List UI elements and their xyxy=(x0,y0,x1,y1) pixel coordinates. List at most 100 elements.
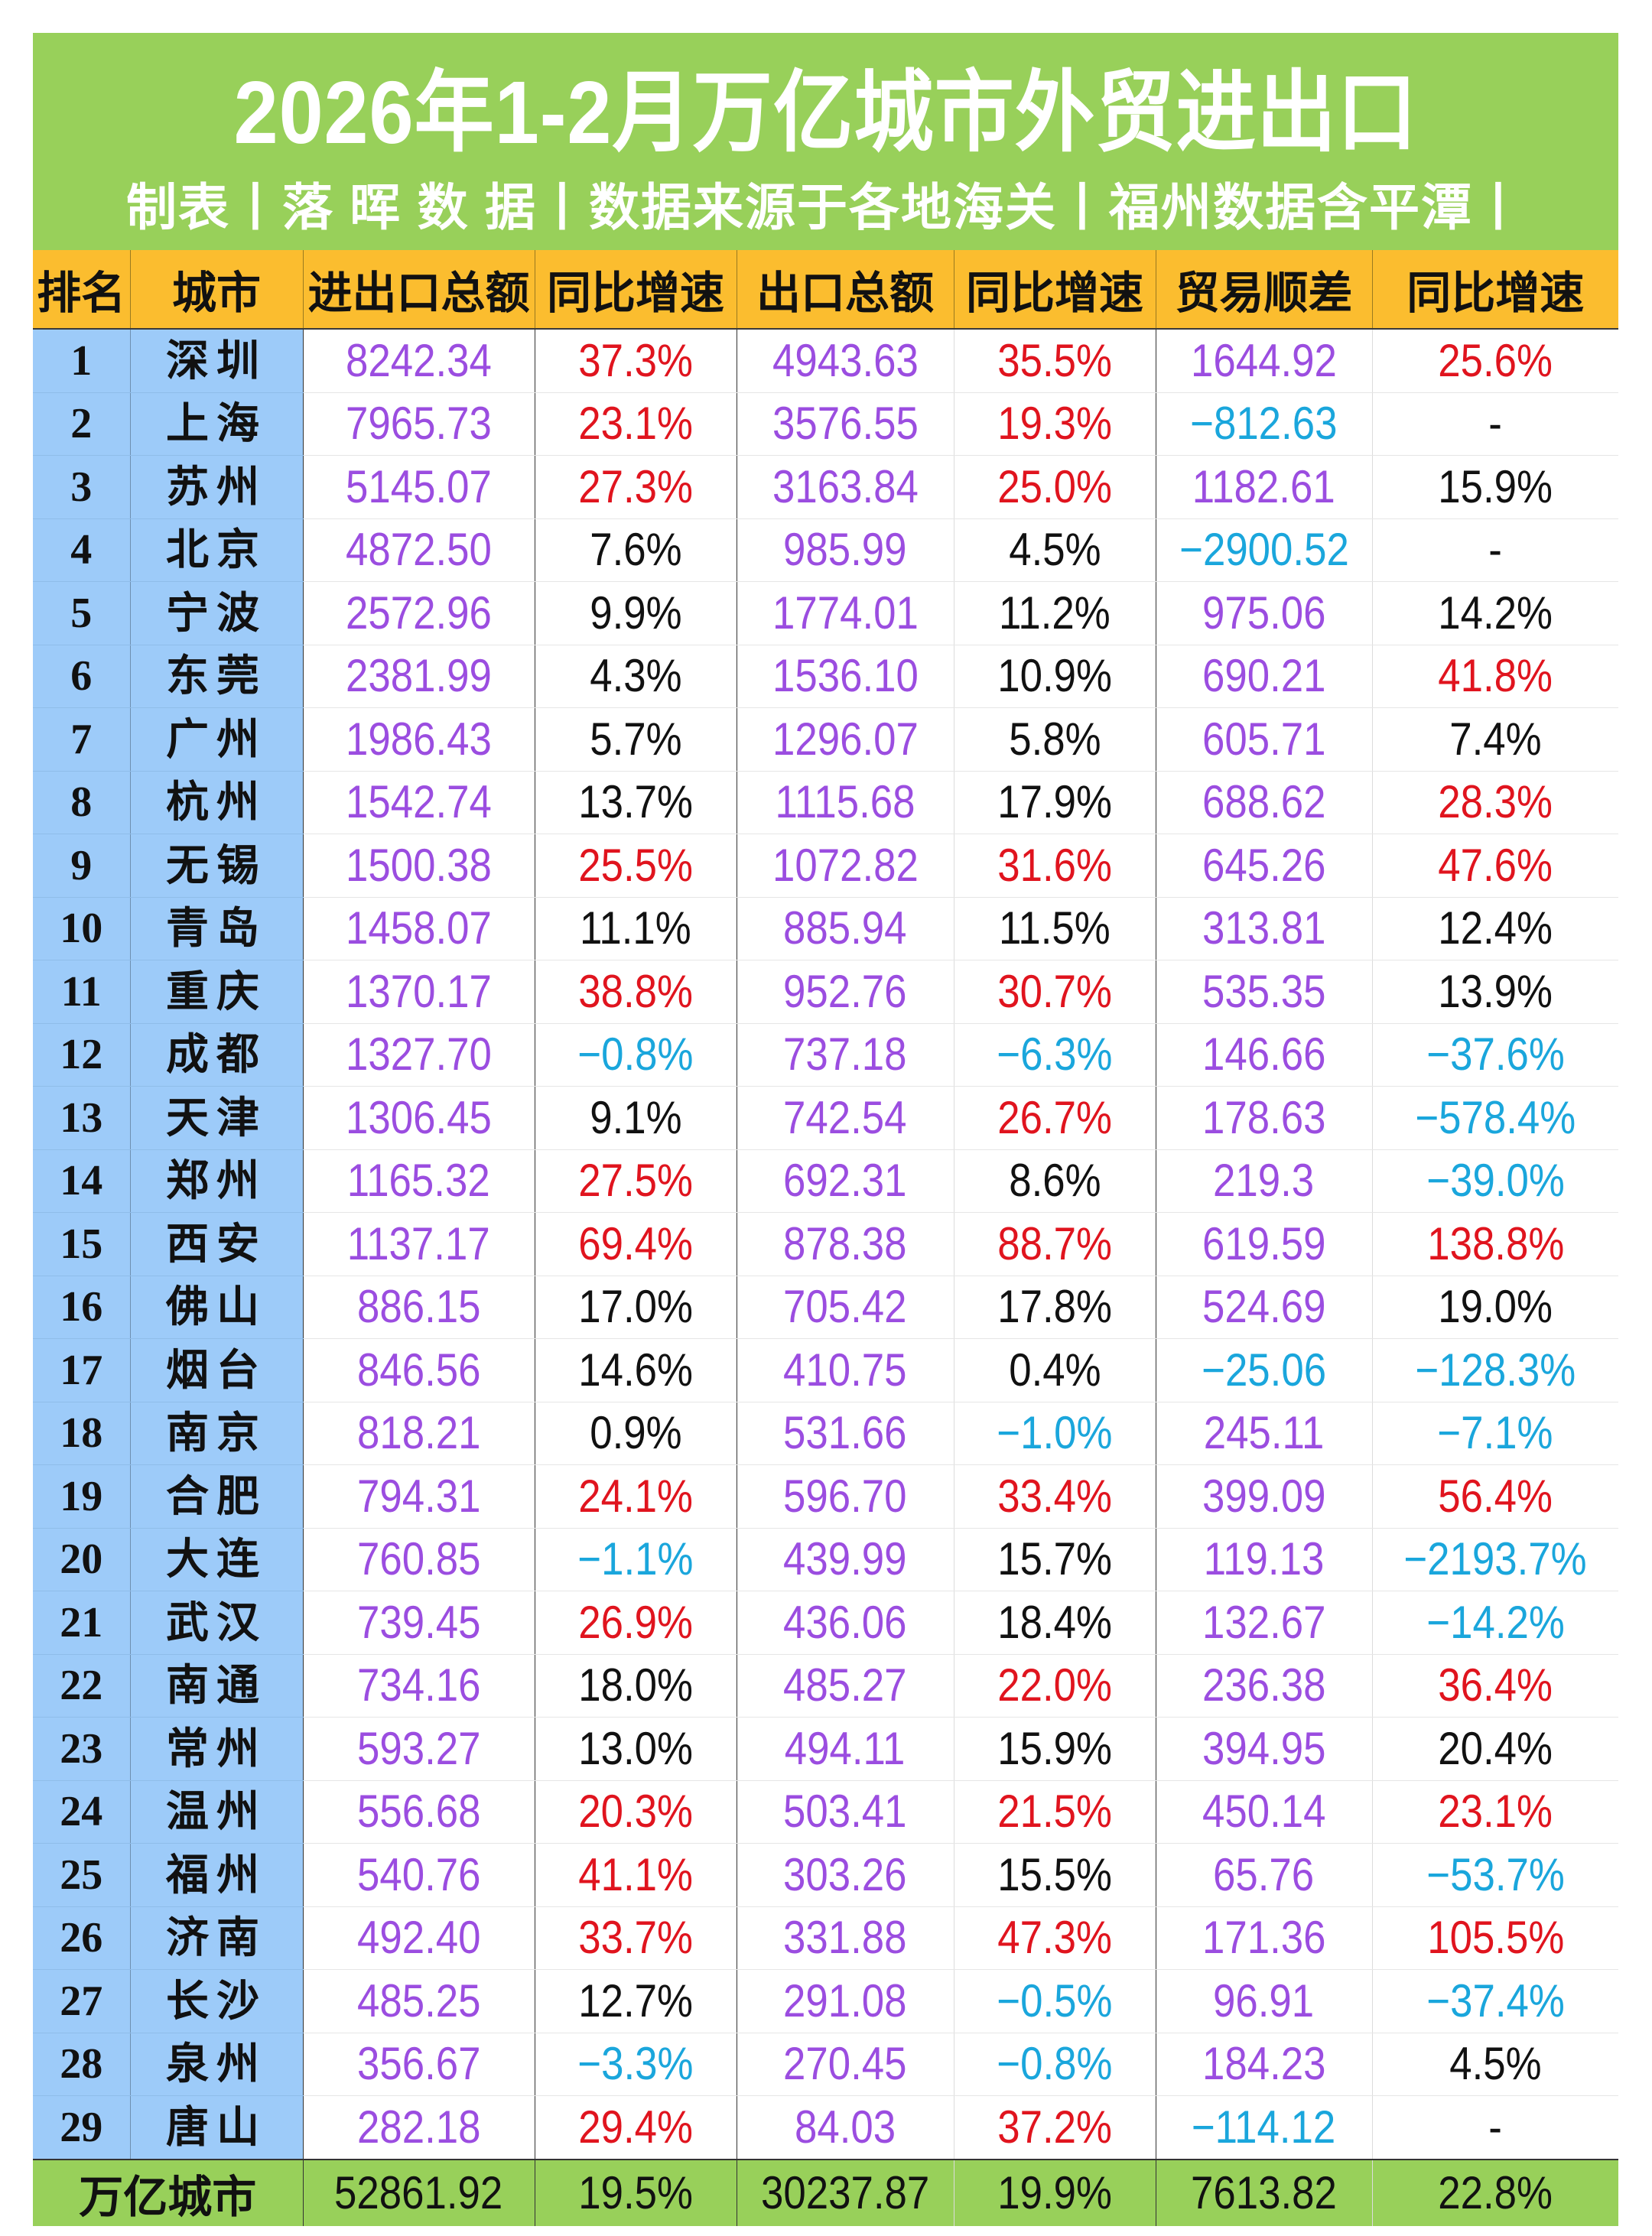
surplus-yoy-cell: −14.2% xyxy=(1371,1591,1618,1655)
export-cell: 494.11 xyxy=(736,1717,954,1781)
surplus-yoy-cell: −39.0% xyxy=(1371,1149,1618,1213)
total-trade-cell: 7965.73 xyxy=(302,392,535,456)
table-row: 28 泉州 356.67 −3.3% 270.45 −0.8% 184.23 4.5% xyxy=(33,2033,1618,2096)
col-header-city: 城市 xyxy=(129,250,303,330)
export-yoy-cell: 17.8% xyxy=(953,1276,1156,1339)
city-cell: 唐山 xyxy=(130,2095,303,2160)
total-yoy-cell: 13.0% xyxy=(534,1717,737,1781)
total-yoy-cell: 9.1% xyxy=(534,1086,737,1150)
surplus-sum: 7613.82 xyxy=(1155,2158,1372,2226)
export-cell: 742.54 xyxy=(736,1086,954,1150)
table-row: 21 武汉 739.45 26.9% 436.06 18.4% 132.67 −14.2% xyxy=(33,1591,1618,1655)
city-cell: 郑州 xyxy=(130,1149,303,1213)
header-row: 排名 城市 进出口总额 同比增速 出口总额 同比增速 贸易顺差 同比增速 xyxy=(33,250,1618,330)
export-yoy-cell: 25.0% xyxy=(953,455,1156,519)
total-yoy-cell: 26.9% xyxy=(534,1591,737,1655)
rank-cell: 7 xyxy=(33,707,131,772)
city-cell: 大连 xyxy=(130,1528,303,1591)
export-cell: 878.38 xyxy=(736,1212,954,1276)
table-row: 11 重庆 1370.17 38.8% 952.76 30.7% 535.35 13.9% xyxy=(33,960,1618,1024)
surplus-yoy-cell: 15.9% xyxy=(1371,455,1618,519)
total-trade-cell: 492.40 xyxy=(302,1906,535,1970)
total-yoy-cell: −1.1% xyxy=(534,1528,737,1591)
total-trade-cell: 1542.74 xyxy=(302,771,535,834)
export-cell: 705.42 xyxy=(736,1276,954,1339)
rank-cell: 6 xyxy=(33,645,131,708)
export-yoy-cell: 8.6% xyxy=(953,1149,1156,1213)
surplus-cell: 184.23 xyxy=(1155,2033,1372,2096)
table-row: 1 深圳 8242.34 37.3% 4943.63 35.5% 1644.92 25.6% xyxy=(33,329,1618,393)
rank-cell: 16 xyxy=(33,1276,131,1339)
city-cell: 烟台 xyxy=(130,1338,303,1402)
city-cell: 武汉 xyxy=(130,1591,303,1655)
surplus-cell: 690.21 xyxy=(1155,645,1372,708)
rank-cell: 10 xyxy=(33,897,131,960)
surplus-yoy-cell: −37.6% xyxy=(1371,1023,1618,1087)
export-yoy-cell: 37.2% xyxy=(953,2095,1156,2160)
rank-cell: 4 xyxy=(33,518,131,582)
total-row-label: 万亿城市 xyxy=(33,2158,303,2226)
city-cell: 成都 xyxy=(130,1023,303,1087)
city-cell: 常州 xyxy=(130,1717,303,1781)
city-cell: 福州 xyxy=(130,1843,303,1907)
surplus-yoy-cell: 20.4% xyxy=(1371,1717,1618,1781)
total-yoy-cell: 25.5% xyxy=(534,834,737,898)
total-yoy-cell: 23.1% xyxy=(534,392,737,456)
export-cell: 737.18 xyxy=(736,1023,954,1087)
export-yoy-cell: 5.8% xyxy=(953,707,1156,772)
table-row: 8 杭州 1542.74 13.7% 1115.68 17.9% 688.62 28.3% xyxy=(33,771,1618,834)
export-cell: 1296.07 xyxy=(736,707,954,772)
rank-cell: 5 xyxy=(33,581,131,645)
table-row: 2 上海 7965.73 23.1% 3576.55 19.3% −812.63- xyxy=(33,392,1618,456)
table-row: 3 苏州 5145.07 27.3% 3163.84 25.0% 1182.61 15.9% xyxy=(33,455,1618,519)
city-cell: 天津 xyxy=(130,1086,303,1150)
surplus-yoy-cell: - xyxy=(1371,392,1618,456)
total-trade-cell: 794.31 xyxy=(302,1464,535,1529)
total-yoy-cell: 24.1% xyxy=(534,1464,737,1529)
export-yoy-cell: 11.2% xyxy=(953,581,1156,645)
export-cell: 303.26 xyxy=(736,1843,954,1907)
total-yoy-cell: 11.1% xyxy=(534,897,737,960)
surplus-cell: 171.36 xyxy=(1155,1906,1372,1970)
export-yoy-cell: 0.4% xyxy=(953,1338,1156,1402)
export-yoy-cell: 15.9% xyxy=(953,1717,1156,1781)
surplus-yoy-cell: 14.2% xyxy=(1371,581,1618,645)
total-trade-cell: 4872.50 xyxy=(302,518,535,582)
export-cell: 270.45 xyxy=(736,2033,954,2096)
table-row: 19 合肥 794.31 24.1% 596.70 33.4% 399.09 56.4% xyxy=(33,1464,1618,1529)
surplus-cell: −25.06 xyxy=(1155,1338,1372,1402)
rank-cell: 22 xyxy=(33,1654,131,1718)
total-yoy-cell: 13.7% xyxy=(534,771,737,834)
rank-cell: 1 xyxy=(33,329,131,393)
surplus-yoy-cell: −578.4% xyxy=(1371,1086,1618,1150)
total-trade-cell: 739.45 xyxy=(302,1591,535,1655)
table-row: 24 温州 556.68 20.3% 503.41 21.5% 450.14 23.1% xyxy=(33,1780,1618,1844)
total-trade-sum: 52861.92 xyxy=(302,2158,535,2226)
total-yoy-cell: −3.3% xyxy=(534,2033,737,2096)
surplus-yoy-cell: −2193.7% xyxy=(1371,1528,1618,1591)
rank-cell: 26 xyxy=(33,1906,131,1970)
total-yoy-cell: 18.0% xyxy=(534,1654,737,1718)
city-cell: 青岛 xyxy=(130,897,303,960)
total-trade-cell: 540.76 xyxy=(302,1843,535,1907)
total-yoy-cell: 20.3% xyxy=(534,1780,737,1844)
surplus-yoy-cell: −53.7% xyxy=(1371,1843,1618,1907)
total-trade-cell: 760.85 xyxy=(302,1528,535,1591)
surplus-cell: 219.3 xyxy=(1155,1149,1372,1213)
rank-cell: 24 xyxy=(33,1780,131,1844)
export-cell: 291.08 xyxy=(736,1969,954,2033)
total-yoy-cell: 37.3% xyxy=(534,329,737,393)
surplus-cell: 119.13 xyxy=(1155,1528,1372,1591)
table-row: 14 郑州 1165.32 27.5% 692.31 8.6% 219.3 −39.0% xyxy=(33,1149,1618,1213)
table-row: 20 大连 760.85 −1.1% 439.99 15.7% 119.13 −2193.7% xyxy=(33,1528,1618,1591)
surplus-yoy-cell: 105.5% xyxy=(1371,1906,1618,1970)
export-yoy-cell: 88.7% xyxy=(953,1212,1156,1276)
surplus-cell: 688.62 xyxy=(1155,771,1372,834)
total-trade-cell: 485.25 xyxy=(302,1969,535,2033)
export-cell: 1115.68 xyxy=(736,771,954,834)
surplus-cell: 645.26 xyxy=(1155,834,1372,898)
surplus-cell: 394.95 xyxy=(1155,1717,1372,1781)
surplus-yoy-cell: 4.5% xyxy=(1371,2033,1618,2096)
col-header-export-yoy: 同比增速 xyxy=(953,250,1156,330)
table-row: 25 福州 540.76 41.1% 303.26 15.5% 65.76 −53.7% xyxy=(33,1843,1618,1907)
